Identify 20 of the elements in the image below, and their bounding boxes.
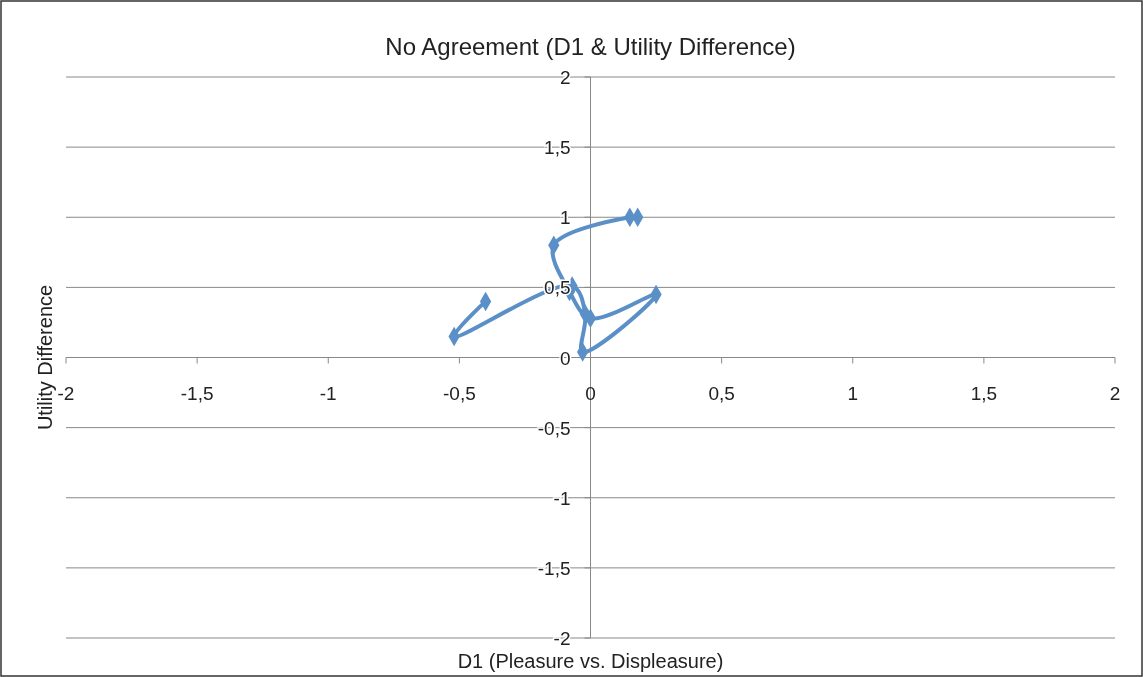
y-tick-label: -2 — [553, 628, 571, 649]
x-tick-label: 0 — [585, 382, 596, 404]
x-tick-label: 0,5 — [708, 382, 735, 404]
y-tick-label: 1,5 — [544, 137, 571, 159]
x-axis-title: D1 (Pleasure vs. Displeasure) — [457, 650, 724, 672]
x-tick-label: -1,5 — [180, 382, 214, 404]
x-tick-label: 1 — [847, 382, 859, 404]
x-tick-label: 1,5 — [970, 382, 998, 404]
x-tick-label: -0,5 — [443, 382, 476, 404]
x-tick-label: -2 — [57, 382, 75, 404]
y-tick-label: 2 — [559, 67, 571, 88]
x-tick-label: -1 — [319, 382, 337, 404]
y-tick-label: 1 — [559, 207, 571, 229]
y-tick-label: -0,5 — [537, 417, 571, 439]
y-tick-label: -1 — [553, 487, 571, 509]
x-tick-label: 2 — [1109, 382, 1121, 404]
y-tick-label: -1,5 — [537, 557, 571, 579]
y-tick-label: 0 — [559, 347, 571, 369]
chart-title: No Agreement (D1 & Utility Difference) — [385, 33, 796, 60]
y-axis-title: Utility Difference — [34, 284, 56, 431]
